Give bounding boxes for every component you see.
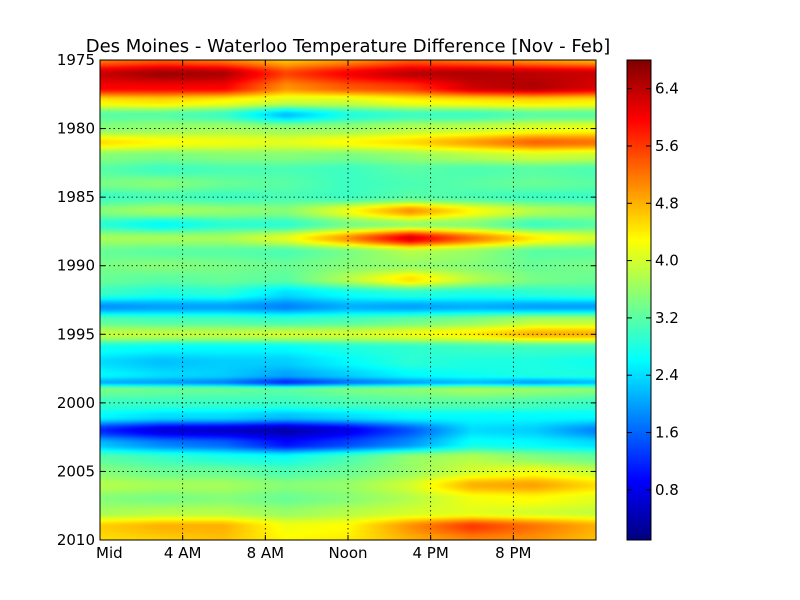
colorbar-tick-label: 6.4 (655, 80, 679, 98)
y-axis: 1975 1980 1985 1990 1995 2000 2005 2010 (57, 51, 596, 549)
y-tick-label: 2000 (57, 394, 95, 412)
colorbar: 0.8 1.6 2.4 3.2 4.0 4.8 5.6 6.4 (626, 59, 679, 541)
y-tick-label: 1985 (57, 188, 95, 206)
colorbar-tick-label: 5.6 (655, 137, 679, 155)
colorbar-gradient (627, 60, 651, 540)
x-tick-label: Noon (328, 544, 367, 562)
y-tick-label: 1995 (57, 325, 95, 343)
grid-lines (100, 60, 596, 540)
colorbar-frame (626, 59, 652, 541)
y-tick-label: 2010 (57, 531, 95, 549)
colorbar-tick-label: 4.8 (655, 194, 679, 212)
x-tick-label: 8 PM (495, 544, 531, 562)
x-axis: Mid 4 AM 8 AM Noon 4 PM 8 PM (96, 60, 531, 562)
colorbar-tick-label: 3.2 (655, 309, 679, 327)
y-tick-label: 1980 (57, 120, 95, 138)
y-tick-label: 1990 (57, 257, 95, 275)
x-tick-label: 8 AM (247, 544, 285, 562)
colorbar-tick-label: 1.6 (655, 424, 679, 442)
colorbar-tick-label: 0.8 (655, 481, 679, 499)
x-tick-label: 4 PM (413, 544, 449, 562)
y-tick-label: 2005 (57, 462, 95, 480)
colorbar-tick-label: 4.0 (655, 252, 679, 270)
x-tick-label: Mid (96, 544, 123, 562)
x-tick-label: 4 AM (164, 544, 202, 562)
colorbar-ticks: 0.8 1.6 2.4 3.2 4.0 4.8 5.6 6.4 (627, 80, 679, 499)
chart-title: Des Moines - Waterloo Temperature Differ… (86, 36, 611, 57)
colorbar-tick-label: 2.4 (655, 366, 679, 384)
y-tick-label: 1975 (57, 51, 95, 69)
